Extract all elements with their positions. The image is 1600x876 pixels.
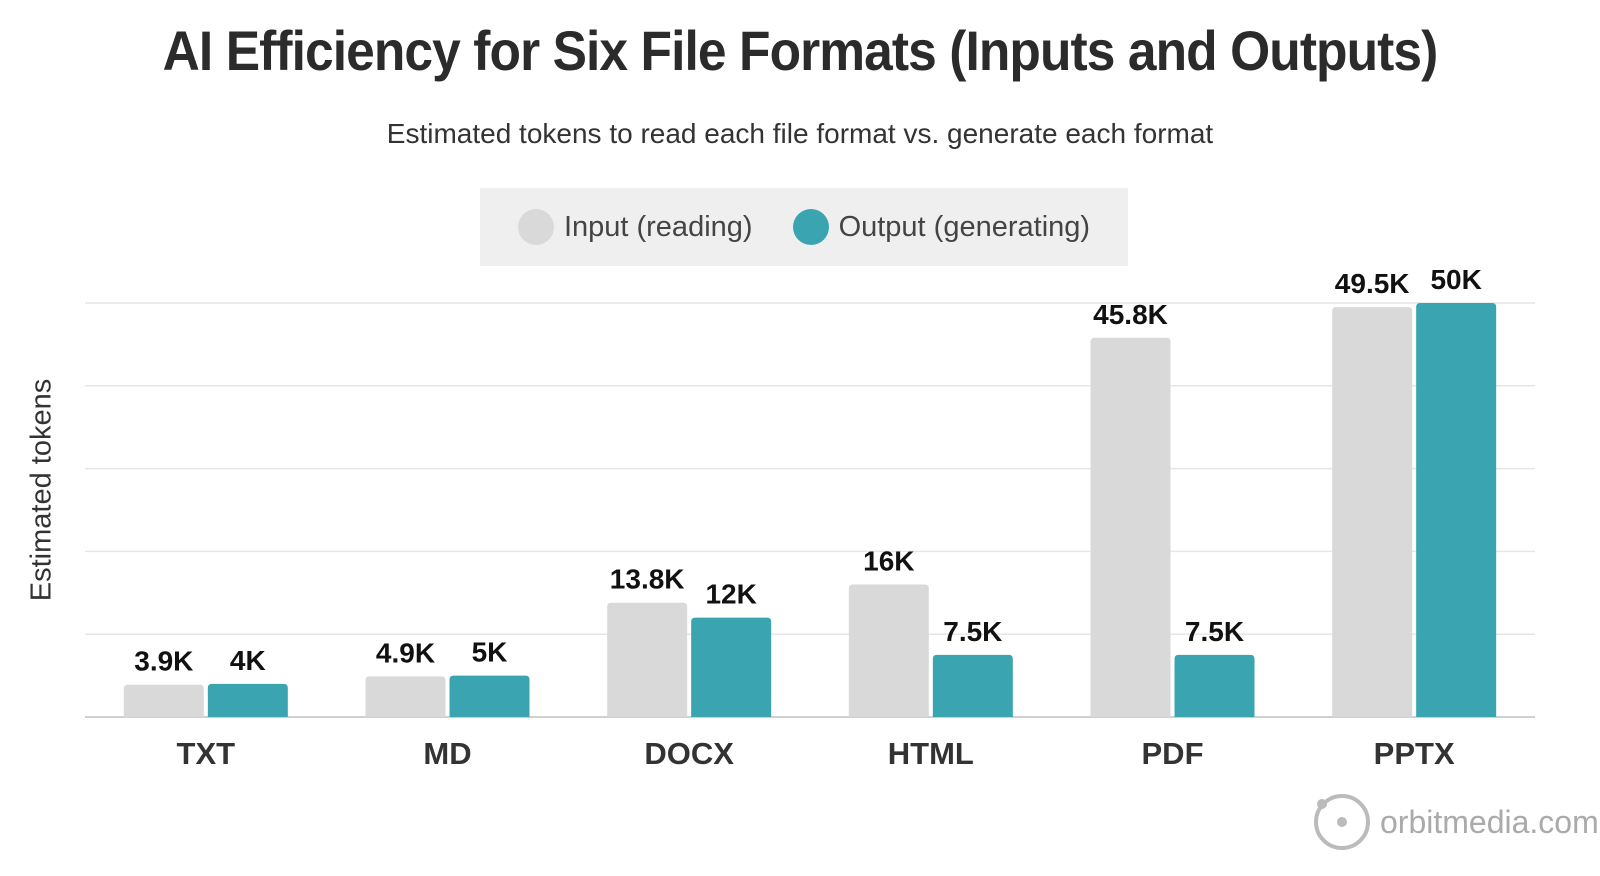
bar-input-txt: [123, 684, 204, 717]
brand: orbitmedia.com: [1312, 792, 1599, 852]
x-tick-txt: TXT: [177, 736, 236, 771]
bar-output-txt: [207, 683, 288, 717]
chart-subtitle: Estimated tokens to read each file forma…: [386, 118, 1214, 149]
data-label-input-pptx: 49.5K: [1335, 268, 1410, 299]
brand-text: orbitmedia.com: [1380, 803, 1599, 840]
legend-label-output: Output (generating): [838, 210, 1091, 243]
bar-output-pdf: [1174, 654, 1255, 717]
bar-output-md: [449, 675, 530, 717]
data-label-output-txt: 4K: [230, 645, 266, 676]
chart-title: AI Efficiency for Six File Formats (Inpu…: [162, 19, 1439, 82]
x-tick-docx: DOCX: [644, 736, 734, 771]
data-label-input-docx: 13.8K: [610, 564, 685, 595]
legend-swatch-input: [517, 209, 554, 245]
x-tick-html: HTML: [888, 736, 974, 771]
orbit-logo-icon: [1314, 794, 1370, 850]
bar-output-pptx: [1416, 303, 1497, 717]
data-label-output-docx: 12K: [705, 579, 756, 610]
bar-input-docx: [607, 602, 688, 717]
x-tick-md: MD: [423, 736, 471, 771]
legend-item-input: Input (reading): [517, 209, 753, 245]
bar-output-html: [932, 654, 1013, 717]
x-tick-pdf: PDF: [1142, 736, 1204, 771]
data-label-input-md: 4.9K: [376, 637, 435, 668]
legend: Input (reading) Output (generating): [480, 188, 1128, 266]
bar-input-pdf: [1090, 337, 1171, 717]
bar-output-docx: [691, 617, 772, 717]
legend-swatch-output: [792, 209, 829, 245]
data-label-input-txt: 3.9K: [134, 646, 193, 677]
data-label-output-pptx: 50K: [1430, 264, 1481, 295]
bar-input-pptx: [1332, 307, 1413, 717]
data-label-input-html: 16K: [863, 546, 914, 577]
data-label-output-html: 7.5K: [943, 616, 1002, 647]
bar-input-html: [848, 584, 929, 717]
legend-item-output: Output (generating): [792, 209, 1091, 245]
x-tick-pptx: PPTX: [1374, 736, 1455, 771]
data-label-output-md: 5K: [472, 637, 508, 668]
legend-label-input: Input (reading): [563, 210, 753, 243]
bar-input-md: [365, 676, 446, 717]
data-label-input-pdf: 45.8K: [1093, 299, 1168, 330]
data-label-output-pdf: 7.5K: [1185, 616, 1244, 647]
